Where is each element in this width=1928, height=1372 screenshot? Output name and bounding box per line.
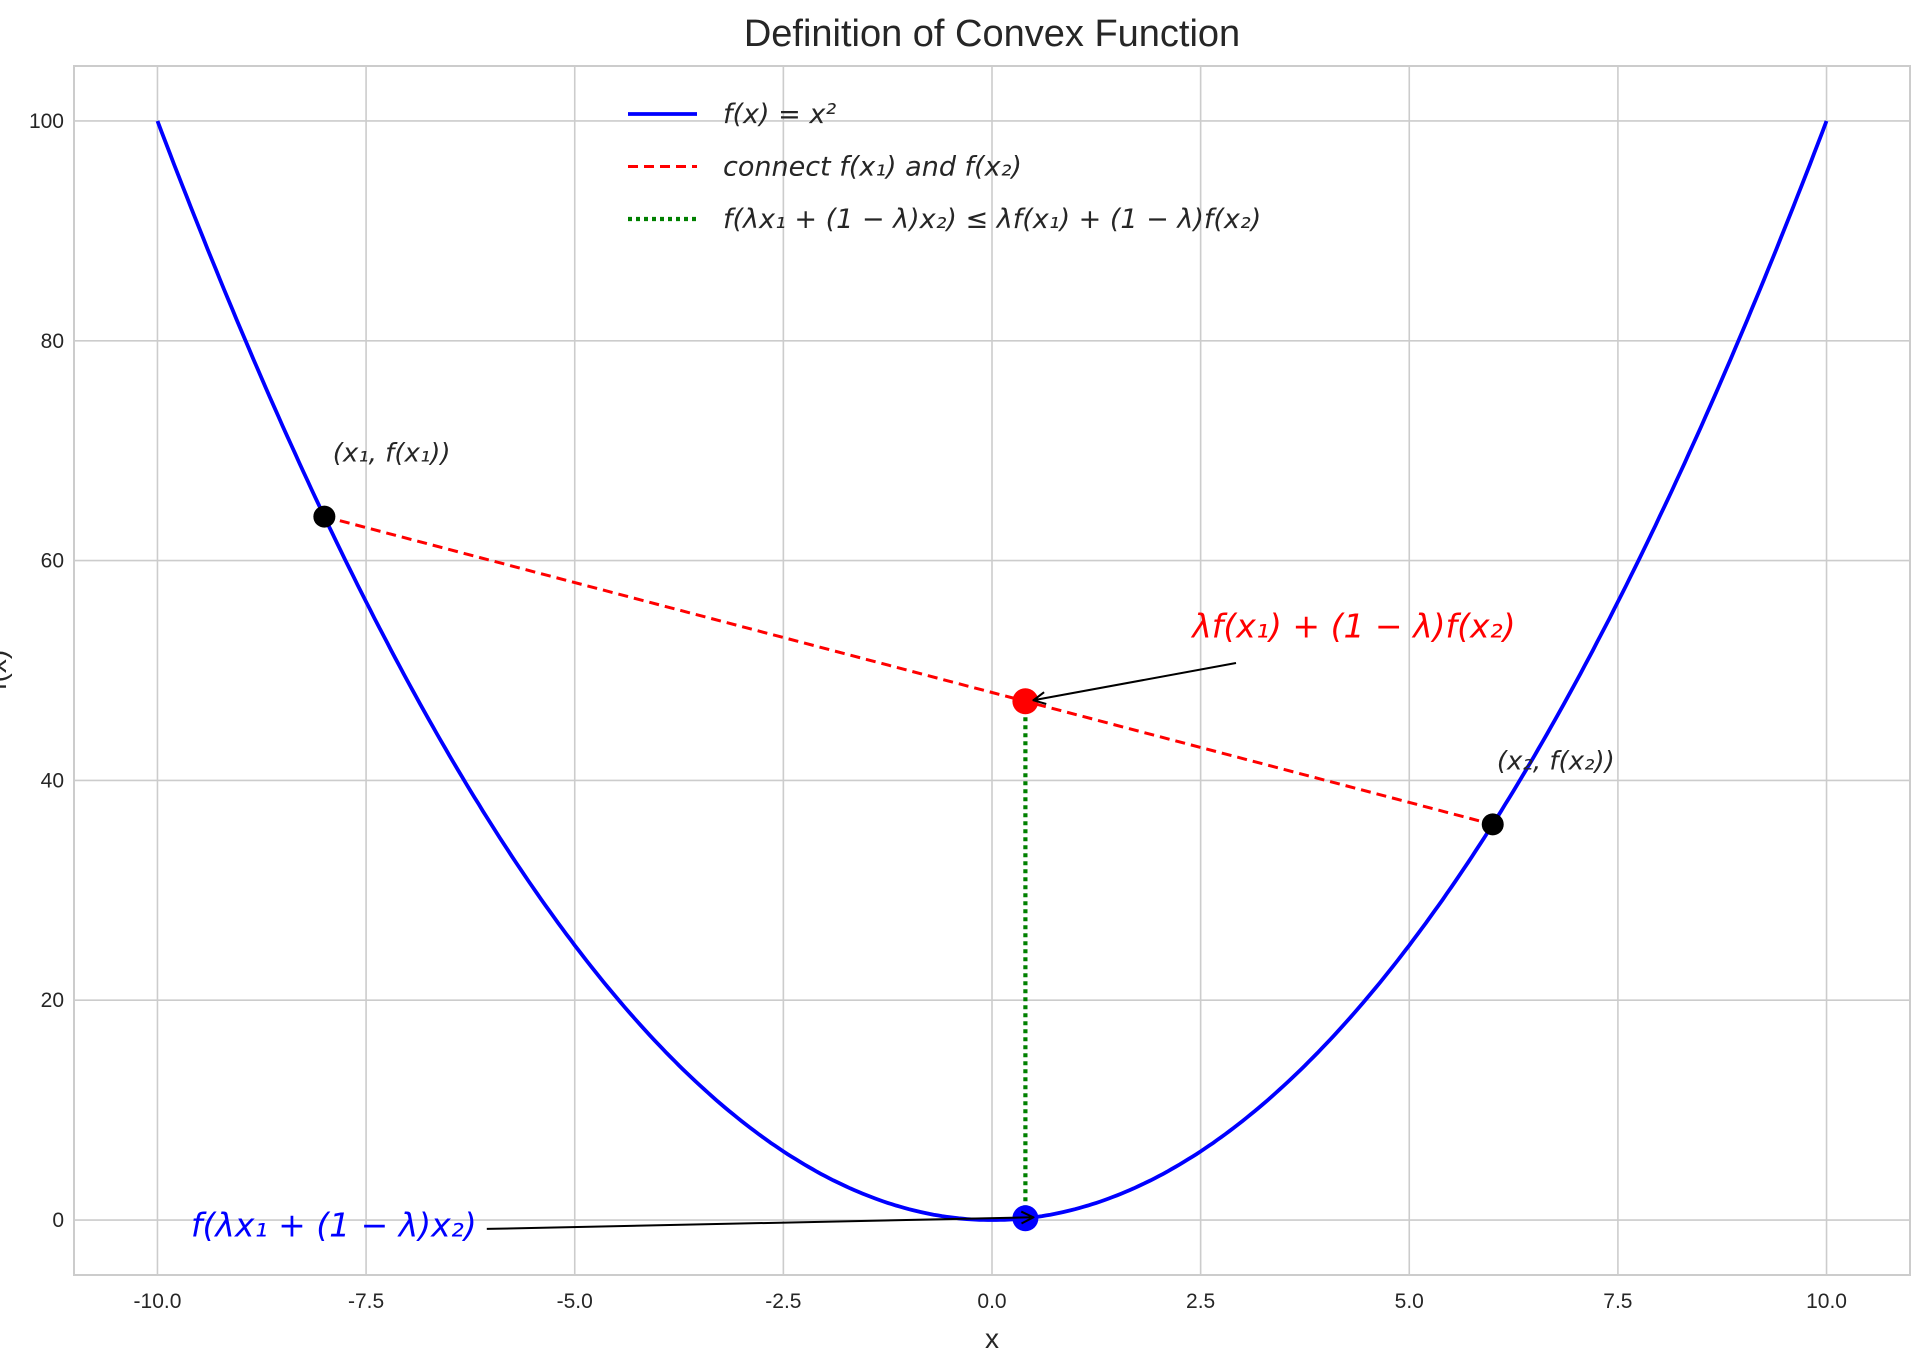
y-tick-label: 20	[41, 989, 64, 1012]
y-tick-label: 40	[41, 769, 64, 792]
annotation-label: (x₁, f(x₁))	[333, 439, 451, 469]
y-axis-label: f(x)	[0, 650, 12, 690]
annotation-arrow	[486, 1217, 1034, 1230]
y-tick-label: 100	[29, 110, 64, 133]
x-tick-label: -2.5	[765, 1290, 801, 1313]
annotation-arrow	[1033, 662, 1237, 700]
y-tick-labels: 0 20 40 60 80 100	[29, 110, 64, 1232]
chart-title: Definition of Convex Function	[744, 13, 1240, 55]
annotation-label: (x₂, f(x₂))	[1497, 746, 1615, 776]
x-tick-label: 5.0	[1395, 1290, 1424, 1313]
x-tick-label: -5.0	[557, 1290, 593, 1313]
y-tick-label: 80	[41, 330, 64, 353]
series-line-1	[155, 120, 1829, 1222]
y-tick-label: 60	[41, 550, 64, 573]
annotation-label: λf(x₁) + (1 − λ)f(x₂)	[1190, 607, 1515, 646]
x-tick-label: -10.0	[134, 1290, 182, 1313]
legend-label: connect f(x₁) and f(x₂)	[723, 152, 1022, 183]
x-tick-label: 7.5	[1603, 1290, 1632, 1313]
legend: f(x) = x² connect f(x₁) and f(x₂) f(λx₁ + …	[628, 99, 1261, 235]
legend-label: f(x) = x²	[723, 99, 836, 130]
x-tick-label: -7.5	[348, 1290, 384, 1313]
annotation-label: f(λx₁ + (1 − λ)x₂)	[191, 1206, 477, 1245]
series-line-2	[324, 515, 1494, 826]
data-point	[1481, 813, 1504, 836]
annotations-layer: (x₁, f(x₁)) (x₂, f(x₂)) λf(x₁) + (1 − λ)f(…	[191, 439, 1615, 1245]
legend-label: f(λx₁ + (1 − λ)x₂) ≤ λf(x₁) + (1 − λ)f(x…	[723, 204, 1261, 235]
x-tick-label: 2.5	[1186, 1290, 1215, 1313]
x-tick-label: 0.0	[977, 1290, 1006, 1313]
y-tick-label: 0	[52, 1209, 64, 1232]
x-tick-labels: -10.0 -7.5 -5.0 -2.5 0.0 2.5 5.0 7.5 10.0	[134, 1290, 1847, 1313]
data-point	[1012, 688, 1039, 715]
x-tick-label: 10.0	[1806, 1290, 1847, 1313]
data-point	[313, 505, 336, 528]
x-axis-label: x	[985, 1323, 999, 1354]
